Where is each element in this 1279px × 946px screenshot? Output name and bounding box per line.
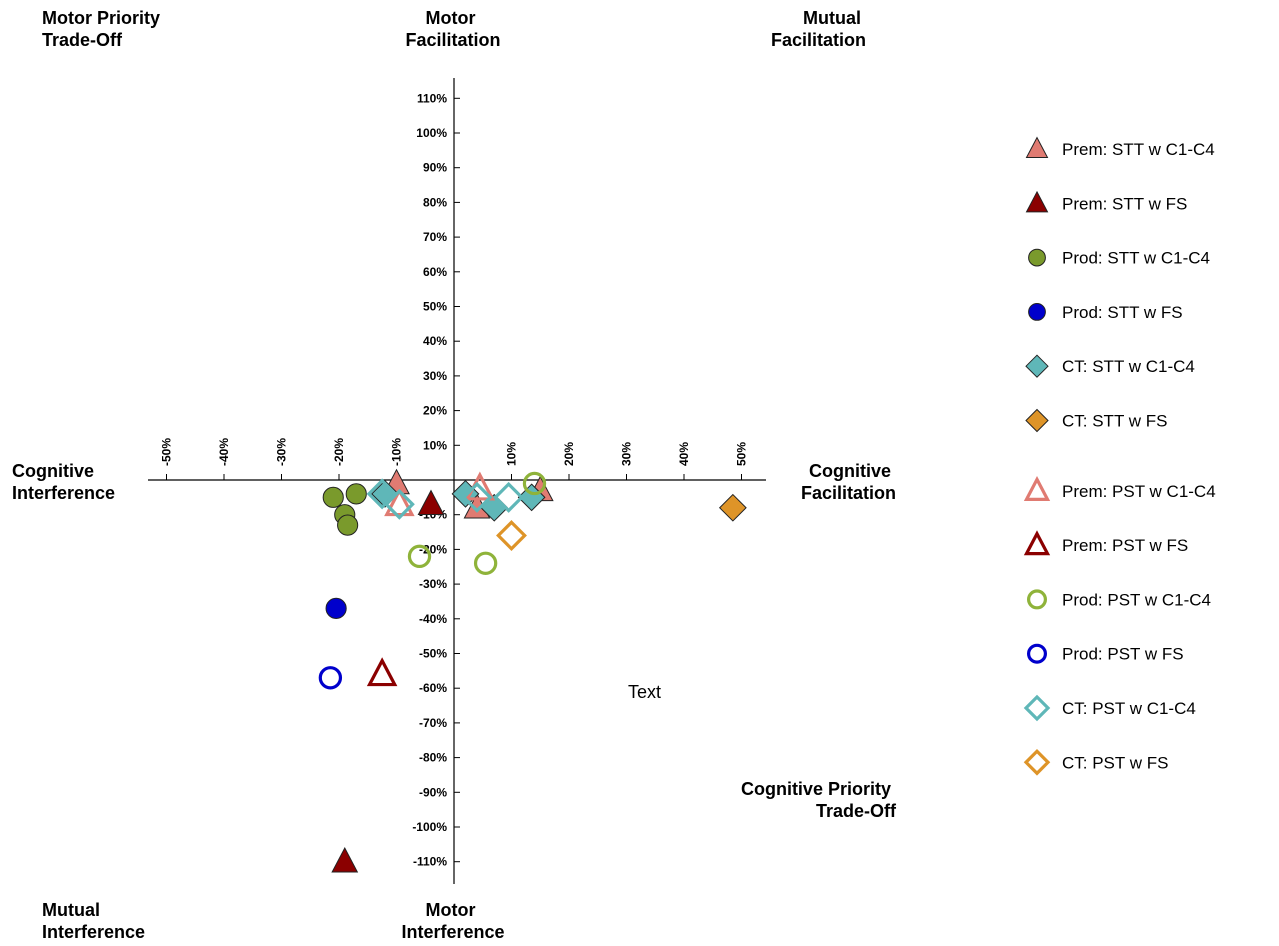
y-tick-label: 50% [423, 300, 447, 314]
legend-label: Prem: PST w FS [1062, 536, 1188, 555]
legend-label: Prod: STT w FS [1062, 303, 1183, 322]
data-point [322, 486, 344, 508]
data-point [337, 514, 359, 536]
data-point [473, 551, 498, 575]
annotation-text: Text [628, 682, 661, 702]
legend-marker [1023, 530, 1051, 556]
y-tick-label: -20% [419, 542, 447, 556]
y-tick-label: -100% [412, 820, 447, 834]
y-tick-label: 100% [416, 126, 447, 140]
y-tick-label: -110% [413, 855, 447, 869]
legend-label: Prod: PST w FS [1062, 645, 1184, 664]
axes [148, 78, 766, 884]
y-tick-label: 30% [423, 369, 447, 383]
y-tick-label: 40% [423, 334, 447, 348]
y-tick-label: -40% [419, 612, 447, 626]
data-point [384, 487, 415, 517]
x-tick-label: 40% [677, 442, 691, 466]
legend-label: CT: PST w C1-C4 [1062, 699, 1196, 718]
y-tick-label: 90% [423, 161, 447, 175]
data-point [318, 666, 343, 690]
data-point [325, 597, 347, 619]
x-tick-label: -40% [217, 438, 231, 466]
data-point [366, 478, 398, 510]
quadrant-label-motor-interference: Motor Interference [401, 900, 504, 942]
quadrant-label-motor-priority-trade-off: Motor Priority Trade-Off [42, 8, 165, 50]
x-tick-label: -20% [332, 438, 346, 466]
data-point [407, 544, 432, 569]
y-tick-label: -80% [419, 751, 447, 765]
legend-label: Prod: STT w C1-C4 [1062, 249, 1210, 268]
legend-label: Prem: PST w C1-C4 [1062, 482, 1216, 501]
y-tick-label: 20% [423, 404, 447, 418]
legend-label: CT: STT w C1-C4 [1062, 357, 1195, 376]
legend-label: CT: STT w FS [1062, 412, 1167, 431]
x-axis-ticks: -50% -40% -30% -20% -10% 10% 20% 30% 40% 50% [160, 438, 749, 480]
quadrant-label-mutual-interference: Mutual Interference [42, 900, 145, 942]
data-point [522, 471, 547, 496]
legend-label: CT: PST w FS [1062, 753, 1168, 772]
y-axis-ticks: 110%100%90%80%70%60%50%40%30%20%10%-10%-… [412, 91, 460, 869]
legend-marker [1023, 749, 1051, 776]
quadrant-label-mutual-facilitation: Mutual Facilitation [771, 8, 866, 50]
data-point [345, 483, 367, 505]
legend-label: Prem: STT w C1-C4 [1062, 140, 1215, 159]
legend-marker [1025, 408, 1049, 433]
legend-marker [1025, 354, 1049, 378]
data-point [331, 846, 359, 873]
y-tick-label: -50% [419, 647, 447, 661]
legend-label: Prem: STT w FS [1062, 194, 1187, 213]
y-tick-label: 110% [417, 91, 447, 105]
y-tick-label: 70% [423, 230, 447, 244]
legend-marker [1023, 475, 1051, 501]
y-tick-label: 80% [423, 195, 447, 209]
quadrant-label-cognitive-interference: Cognitive Interference [12, 461, 115, 503]
x-tick-label: -50% [160, 438, 174, 466]
data-point [461, 481, 493, 513]
quadrant-label-cognitive-facilitation: Cognitive Facilitation [801, 461, 896, 503]
y-tick-label: -30% [419, 577, 447, 591]
x-tick-label: 50% [735, 442, 749, 466]
data-point [718, 493, 747, 522]
x-tick-label: -10% [390, 438, 404, 466]
quadrant-label-motor-facilitation: Motor Facilitation [405, 8, 500, 50]
legend-marker [1023, 694, 1051, 722]
data-points [318, 468, 747, 873]
data-point [496, 520, 527, 551]
data-point [383, 488, 415, 520]
x-tick-label: 30% [620, 442, 634, 466]
quadrant-label-cognitive-priority-trade-off: Cognitive Priority Trade-Off [741, 779, 897, 821]
legend: Prem: STT w C1-C4 Prem: STT w FS Prod: STT… [1023, 136, 1216, 776]
x-tick-label: 10% [505, 442, 519, 466]
legend-marker [1028, 303, 1046, 321]
legend-marker [1025, 136, 1049, 159]
data-point [417, 489, 445, 516]
data-point [493, 481, 525, 513]
y-tick-label: -70% [419, 716, 447, 730]
legend-marker [1028, 248, 1046, 267]
y-tick-label: -60% [419, 681, 447, 695]
legend-marker [1026, 643, 1047, 664]
y-tick-label: -90% [419, 785, 447, 799]
legend-label: Prod: PST w C1-C4 [1062, 590, 1211, 609]
y-tick-label: 10% [423, 438, 447, 452]
x-tick-label: -30% [275, 438, 289, 466]
data-point [366, 657, 398, 687]
y-tick-label: 60% [423, 265, 447, 279]
legend-marker [1026, 589, 1047, 610]
x-tick-label: 20% [562, 442, 576, 466]
legend-marker [1025, 190, 1049, 213]
